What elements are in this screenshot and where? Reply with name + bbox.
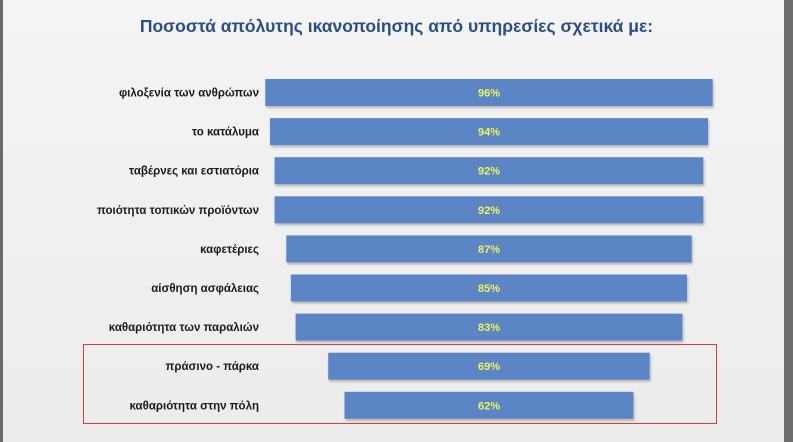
value-label-1: 94% [478,127,500,139]
value-label-8: 62% [478,400,500,412]
chart-title: Ποσοστά απόλυτης ικανοποίησης από υπηρεσ… [139,16,654,36]
category-label-0: φιλοξενία των ανθρώπων [119,88,259,100]
bar-5 [290,274,687,302]
window-edge-right [784,0,793,442]
value-label-5: 85% [478,283,500,295]
bar-8 [344,391,634,419]
value-label-3: 92% [478,205,500,217]
bar-0 [265,79,713,106]
bar-2 [274,157,704,185]
category-label-4: καφετέριες [200,244,259,256]
value-label-2: 92% [478,166,500,178]
bar-7 [328,352,650,380]
category-label-1: το κατάλυμα [192,127,259,139]
value-label-6: 83% [478,322,500,334]
value-label-0: 96% [478,88,500,100]
bar-3 [274,196,704,224]
category-label-7: πράσινο - πάρκα [166,361,259,373]
highlight-box [83,344,717,424]
value-label-7: 69% [478,361,500,373]
bar-1 [270,118,708,146]
window-edge-left [0,0,3,442]
category-label-5: αίσθηση ασφάλειας [151,283,259,295]
category-label-3: ποιότητα τοπικών προϊόντων [97,205,259,217]
bar-6 [295,313,683,341]
category-label-8: καθαριότητα στην πόλη [130,400,260,412]
category-label-6: καθαριότητα των παραλιών [109,322,259,334]
bar-4 [286,235,692,263]
value-label-4: 87% [478,244,500,256]
category-label-2: ταβέρνες και εστιατόρια [129,166,259,178]
